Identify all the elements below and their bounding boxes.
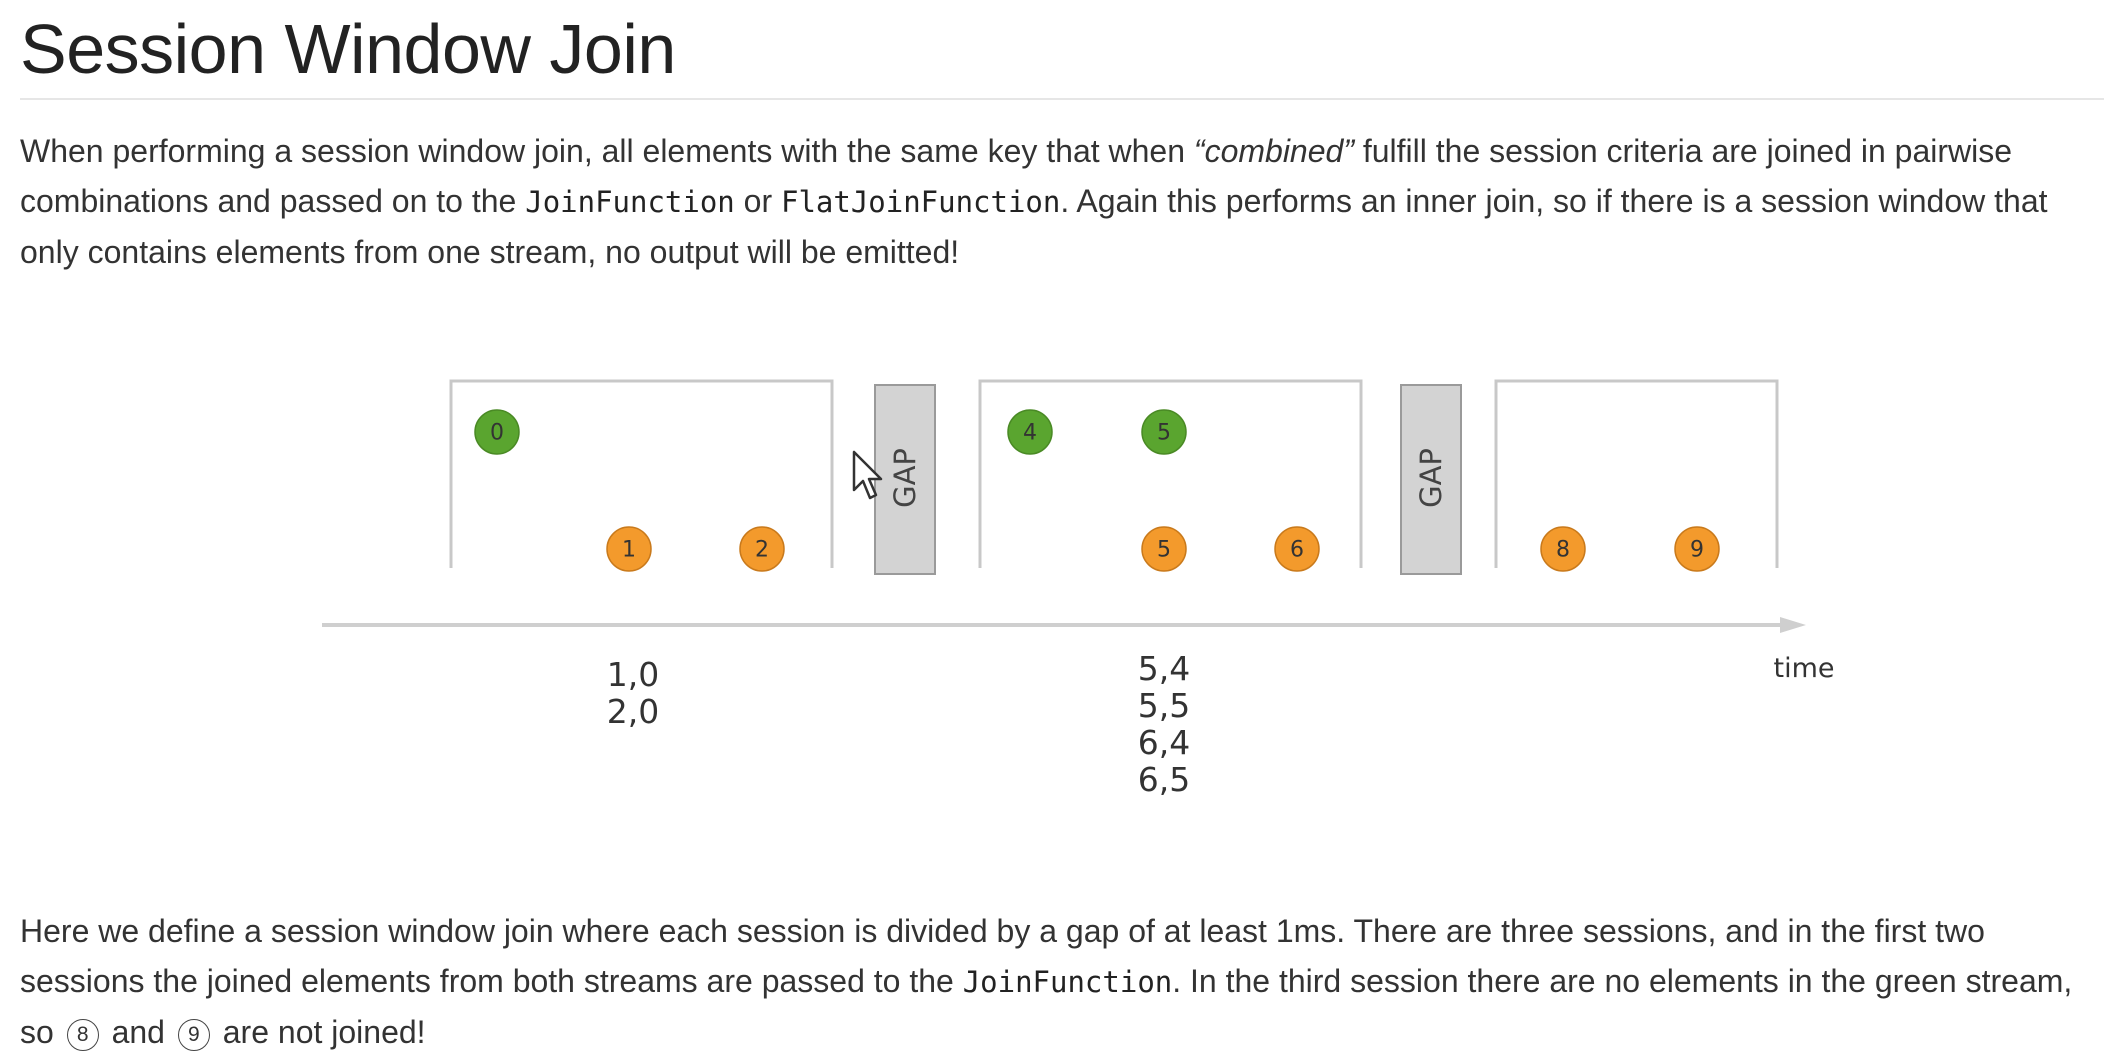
- orange-element-2-label: 2: [755, 538, 769, 563]
- result-2-0: 2,0: [607, 692, 659, 731]
- window-2: [978, 379, 1363, 568]
- circled-number-8: 8: [66, 1018, 99, 1051]
- code-join-function: JoinFunction: [525, 185, 735, 219]
- window-2-border: [978, 379, 1363, 568]
- green-element-0: 0: [474, 409, 520, 455]
- window-3-border: [1494, 379, 1779, 568]
- gap-1-label: GAP: [888, 448, 922, 508]
- intro-emphasis: “combined”: [1193, 133, 1354, 169]
- result-5-4: 5,4: [1138, 649, 1190, 688]
- outro-text-2: . In the third session there are no elem…: [20, 963, 2073, 1050]
- code-join-function-2: JoinFunction: [962, 965, 1173, 999]
- outro-text-3: and: [102, 1014, 174, 1050]
- orange-element-5-dot: [1141, 526, 1187, 572]
- orange-element-5: 5: [1141, 526, 1187, 572]
- gap-2-box: [1400, 384, 1462, 575]
- gap-2-label: GAP: [1414, 448, 1448, 508]
- gap-1-box: [874, 384, 936, 575]
- green-element-0-dot: [474, 409, 520, 455]
- result-6-4: 6,4: [1138, 723, 1190, 762]
- title-divider: [20, 98, 2104, 100]
- orange-element-1: 1: [606, 526, 652, 572]
- orange-element-1-label: 1: [622, 538, 636, 563]
- orange-element-8-label: 8: [1556, 538, 1570, 563]
- orange-element-9: 9: [1674, 526, 1720, 572]
- window-1: [449, 379, 834, 568]
- green-element-5: 5: [1141, 409, 1187, 455]
- green-element-5-label: 5: [1157, 421, 1171, 446]
- window-3: [1494, 379, 1779, 568]
- intro-text-3: or: [734, 183, 781, 219]
- window-2-results: 5,4 5,5 6,4 6,5: [1138, 649, 1190, 799]
- green-element-4-dot: [1007, 409, 1053, 455]
- orange-element-6: 6: [1274, 526, 1320, 572]
- outro-paragraph: Here we define a session window join whe…: [20, 906, 2100, 1057]
- intro-paragraph: When performing a session window join, a…: [20, 126, 2100, 277]
- gap-1: GAP: [874, 384, 936, 575]
- mouse-pointer-icon: [852, 450, 883, 500]
- orange-element-5-label: 5: [1157, 538, 1171, 563]
- orange-element-6-dot: [1274, 526, 1320, 572]
- orange-element-8: 8: [1540, 526, 1586, 572]
- result-5-5: 5,5: [1138, 686, 1190, 725]
- gap-2: GAP: [1400, 384, 1462, 575]
- outro-text-4: are not joined!: [213, 1014, 426, 1050]
- result-6-5: 6,5: [1138, 760, 1190, 799]
- result-1-0: 1,0: [607, 655, 659, 694]
- intro-text-1: When performing a session window join, a…: [20, 133, 1194, 169]
- intro-text-4: . Again this performs an inner join, so …: [20, 183, 2048, 270]
- intro-text-2: fulfill the session criteria are joined …: [20, 133, 2013, 219]
- orange-element-1-dot: [606, 526, 652, 572]
- time-axis-arrow: [1780, 617, 1806, 633]
- code-flat-join-function: FlatJoinFunction: [780, 185, 1061, 219]
- orange-element-2: 2: [739, 526, 785, 572]
- orange-element-9-dot: [1674, 526, 1720, 572]
- green-element-4-label: 4: [1023, 421, 1037, 446]
- green-element-0-label: 0: [490, 421, 504, 446]
- time-axis-label: time: [1773, 653, 1834, 684]
- green-element-5-dot: [1141, 409, 1187, 455]
- outro-text-1: Here we define a session window join whe…: [20, 913, 1985, 999]
- orange-element-8-dot: [1540, 526, 1586, 572]
- orange-element-2-dot: [739, 526, 785, 572]
- orange-element-9-label: 9: [1690, 538, 1704, 563]
- circled-number-9: 9: [177, 1018, 210, 1051]
- orange-element-6-label: 6: [1290, 538, 1304, 563]
- window-1-border: [449, 379, 834, 568]
- page-title: Session Window Join: [20, 10, 676, 88]
- green-element-4: 4: [1007, 409, 1053, 455]
- window-1-results: 1,0 2,0: [607, 655, 659, 731]
